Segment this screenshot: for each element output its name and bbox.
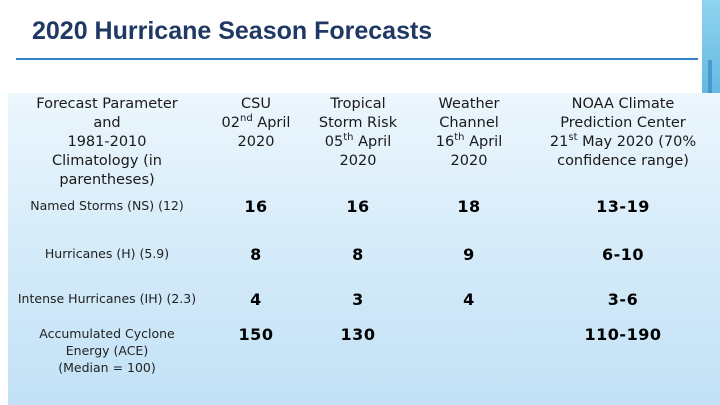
row-label: Intense Hurricanes (IH) (2.3) — [17, 291, 197, 306]
cell-twc — [410, 325, 528, 405]
cell-twc: 18 — [457, 197, 481, 216]
header-csu: CSU 02nd April 2020 — [206, 93, 306, 191]
cell-tsr: 3 — [352, 290, 364, 309]
header-parameter: Forecast Parameter and 1981-2010 Climato… — [8, 93, 206, 191]
header-noaa-line: Prediction Center — [560, 115, 686, 131]
header-twc-line: 2020 — [450, 153, 488, 169]
header-parameter-line: 1981-2010 — [67, 134, 147, 150]
header-noaa: NOAA Climate Prediction Center 21st May … — [528, 93, 718, 191]
cell-csu: 8 — [250, 245, 262, 264]
cell-noaa: 110-190 — [584, 325, 662, 344]
header-twc-line: Weather — [438, 96, 500, 112]
cell-tsr: 130 — [340, 325, 376, 344]
header-noaa-line: NOAA Climate — [571, 96, 675, 112]
header-csu-line: 2020 — [237, 134, 275, 150]
table-row-hurricanes: Hurricanes (H) (5.9) 8 8 9 6-10 — [8, 239, 718, 287]
title-underline — [16, 58, 698, 60]
table-row-named-storms: Named Storms (NS) (12) 16 16 18 13-19 — [8, 191, 718, 239]
header-twc-date: 16th April — [435, 132, 503, 150]
cell-tsr: 16 — [346, 197, 370, 216]
header-parameter-line: Climatology (in — [52, 153, 162, 169]
row-label: Accumulated Cyclone Energy (ACE) (Median… — [39, 326, 175, 375]
cell-csu: 150 — [238, 325, 274, 344]
table-background — [8, 93, 720, 405]
table-row-intense-hurricanes: Intense Hurricanes (IH) (2.3) 4 3 4 3-6 — [8, 287, 718, 325]
header-twc-line: Channel — [439, 115, 499, 131]
header-parameter-line: Forecast Parameter — [36, 96, 178, 112]
header-tsr-date: 05th April — [324, 132, 392, 150]
header-parameter-line: and — [93, 115, 121, 131]
header-parameter-line: parentheses) — [59, 172, 155, 188]
cell-noaa: 6-10 — [601, 245, 645, 264]
header-csu-line: CSU — [241, 96, 271, 112]
cell-noaa: 13-19 — [596, 197, 650, 216]
header-tsr-line: 2020 — [339, 153, 377, 169]
row-label: Named Storms (NS) (12) — [30, 198, 184, 213]
forecast-table: Forecast Parameter and 1981-2010 Climato… — [8, 93, 718, 405]
cell-tsr: 8 — [352, 245, 364, 264]
table-row-ace: Accumulated Cyclone Energy (ACE) (Median… — [8, 325, 718, 405]
header-tsr: Tropical Storm Risk 05th April 2020 — [306, 93, 410, 191]
header-tsr-line: Tropical — [330, 96, 386, 112]
header-noaa-date: 21st May 2020 (70% — [549, 132, 697, 150]
cell-twc: 4 — [463, 290, 475, 309]
slide-title: 2020 Hurricane Season Forecasts — [32, 17, 433, 45]
cell-csu: 4 — [250, 290, 262, 309]
header-csu-date: 02nd April — [221, 113, 291, 131]
header-twc: Weather Channel 16th April 2020 — [410, 93, 528, 191]
header-row: Forecast Parameter and 1981-2010 Climato… — [8, 93, 718, 191]
header-tsr-line: Storm Risk — [318, 115, 398, 131]
cell-csu: 16 — [244, 197, 268, 216]
cell-twc: 9 — [463, 245, 475, 264]
cell-noaa: 3-6 — [607, 290, 639, 309]
header-noaa-line: confidence range) — [557, 153, 689, 169]
row-label: Hurricanes (H) (5.9) — [44, 246, 170, 261]
